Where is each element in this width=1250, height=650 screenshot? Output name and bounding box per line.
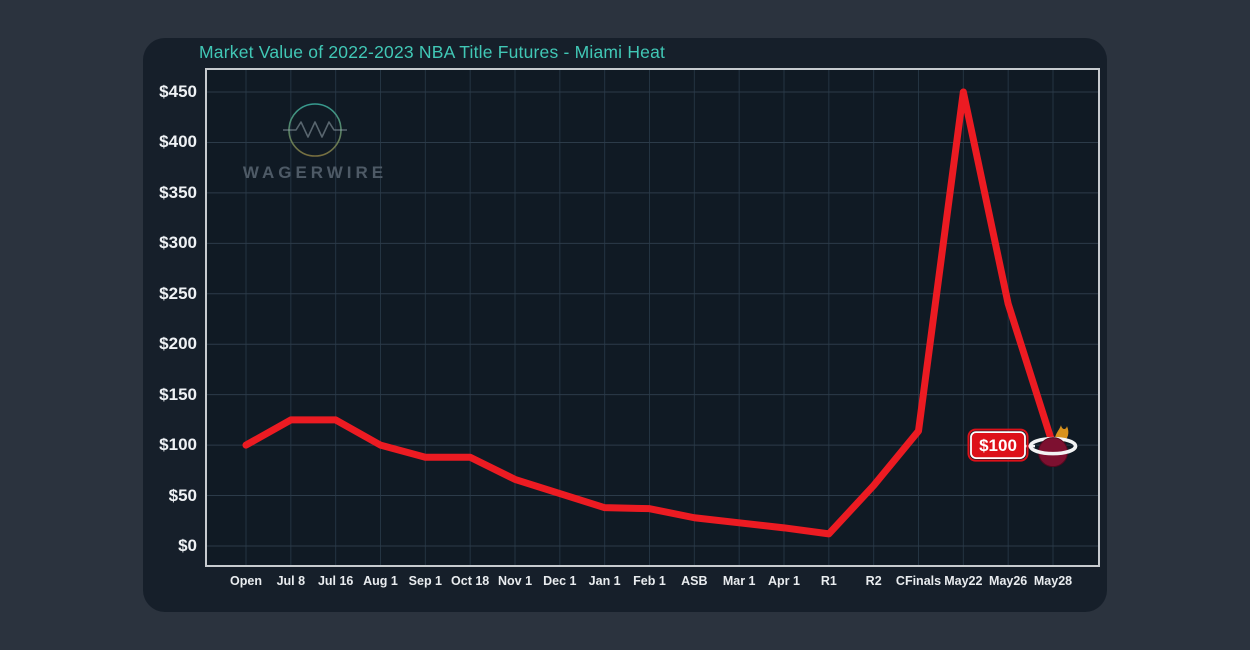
- x-tick-label: Feb 1: [633, 574, 666, 588]
- chart-title: Market Value of 2022-2023 NBA Title Futu…: [199, 42, 666, 62]
- end-value-label-outline: [967, 428, 1029, 462]
- wagerwire-zigzag-icon: [283, 121, 347, 138]
- x-tick-label: Open: [230, 574, 262, 588]
- x-tick-label: Jan 1: [588, 574, 621, 588]
- plot-background: [205, 68, 1100, 567]
- y-tick-label: $200: [159, 334, 197, 354]
- x-tick-label: Mar 1: [722, 574, 756, 588]
- x-tick-label: May22: [944, 574, 983, 588]
- x-tick-label: Jul 8: [276, 574, 306, 588]
- chart-card: Market Value of 2022-2023 NBA Title Futu…: [143, 38, 1107, 612]
- y-tick-label: $250: [159, 283, 197, 303]
- price-line: [242, 88, 1057, 538]
- y-tick-label: $0: [178, 536, 197, 555]
- y-tick-label: $300: [159, 233, 197, 253]
- y-tick-label: $150: [159, 384, 197, 404]
- x-tick-label: May28: [1033, 574, 1073, 588]
- x-tick-label: Apr 1: [768, 574, 800, 588]
- y-tick-label: $400: [159, 132, 197, 152]
- x-tick-label: R2: [865, 574, 882, 588]
- y-tick-label: $450: [159, 82, 197, 101]
- x-tick-label: R1: [820, 574, 837, 588]
- x-tick-label: Oct 18: [451, 574, 490, 588]
- hoop-ring-front-icon: [1028, 445, 1078, 456]
- end-value-label-box: [970, 431, 1026, 460]
- watermark-text: WAGERWIRE: [243, 163, 387, 182]
- x-tick-label: Sep 1: [408, 574, 443, 588]
- x-tick-label: Nov 1: [497, 574, 533, 588]
- x-tick-label: Aug 1: [363, 574, 398, 588]
- end-value-label-text: $100: [979, 436, 1017, 455]
- x-tick-label: Dec 1: [543, 574, 577, 588]
- plot-border: [205, 68, 1100, 567]
- x-tick-label: Jul 16: [317, 574, 354, 588]
- x-tick-label: May26: [989, 574, 1028, 588]
- plot-area: WAGERWIRE $100: [205, 68, 1100, 567]
- x-tick-label: ASB: [681, 574, 708, 588]
- y-tick-label: $100: [159, 435, 197, 455]
- y-tick-label: $50: [168, 485, 197, 505]
- chart-canvas: WAGERWIRE $100: [205, 68, 1100, 567]
- y-tick-label: $350: [159, 182, 197, 202]
- x-tick-label: CFinals: [895, 574, 942, 588]
